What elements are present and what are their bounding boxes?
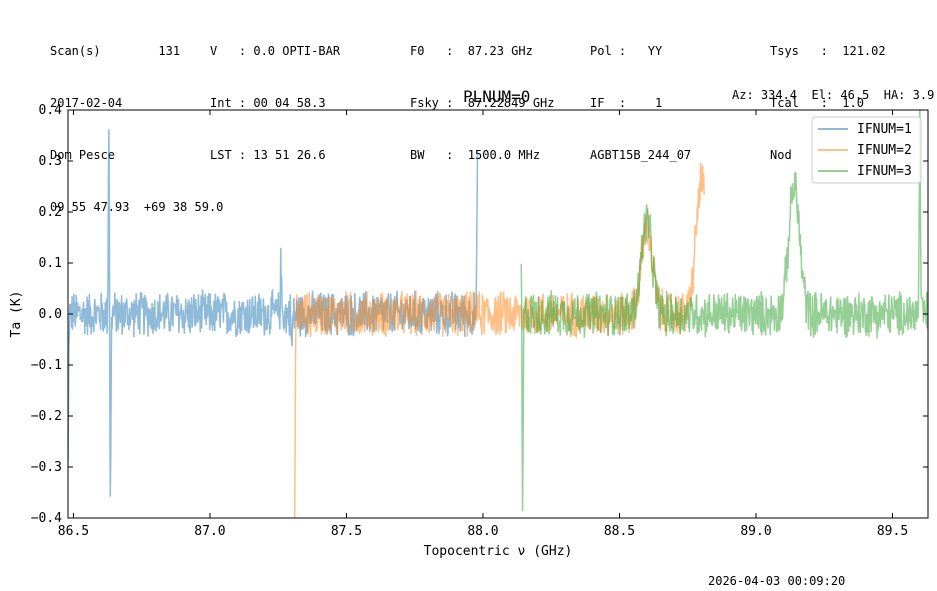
header-procedure: Nod [770,148,792,162]
y-tick-label: 0.1 [39,256,62,271]
header-azel: Az: 334.4 El: 46.5 HA: 3.9 [732,88,935,102]
y-tick-label: 0.4 [39,103,63,118]
plot-series-group [68,110,928,518]
y-tick-label: 0.3 [39,154,62,169]
header-scan: Scan(s) 131 [50,44,181,58]
header-bw: BW : 1500.0 MHz [410,148,541,162]
x-tick-label: 88.0 [467,524,498,539]
header-col2: V : 0.0 OPTI-BAR Int : 00 04 58.3 LST : … [210,16,340,176]
header-velocity: V : 0.0 OPTI-BAR [210,44,341,58]
header-if: IF : 1 [590,96,663,110]
chart-title: PLNUM=0 [463,87,531,106]
legend-label-3: IFNUM=3 [857,164,912,179]
header-fsky: Fsky : 87.22849 GHz [410,96,555,110]
header-project: AGBT15B_244_07 [590,148,692,162]
x-tick-label: 88.5 [604,524,635,539]
x-tick-label: 89.0 [740,524,771,539]
header-col5: Tsys : 121.02 Tcal : 1.0 Nod [770,16,886,176]
header-coords: 09 55 47.93 +69 38 59.0 [50,200,224,214]
x-tick-label: 86.5 [58,524,89,539]
header-integration: Int : 00 04 58.3 [210,96,326,110]
legend-box [811,116,922,184]
header-col3: F0 : 87.23 GHz Fsky : 87.22849 GHz BW : … [410,16,555,176]
header-date: 2017-02-04 [50,96,123,110]
x-tick-label: 89.5 [877,524,908,539]
footer-timestamp: 2026-04-03 00:09:20 [708,574,846,588]
series-line-3 [520,110,928,512]
y-tick-label: 0.2 [39,205,62,220]
series-line-2 [293,162,705,518]
x-tick-label: 87.0 [194,524,225,539]
header-observer: Dom Pesce [50,148,116,162]
header-f0: F0 : 87.23 GHz [410,44,533,58]
y-axis-label: Ta (K) [9,291,24,338]
legend-label-2: IFNUM=2 [857,143,912,158]
header-col1: Scan(s) 131 2017-02-04 Dom Pesce 09 55 4… [50,16,223,228]
x-axis-label: Topocentric ν (GHz) [424,544,573,559]
header-pol: Pol : YY [590,44,663,58]
header-col4: Pol : YY IF : 1 AGBT15B_244_07 [590,16,691,176]
y-tick-label: 0.0 [39,307,62,322]
y-tick-label: −0.2 [31,409,62,424]
legend-label-1: IFNUM=1 [857,122,912,137]
header-tcal: Tcal : 1.0 [770,96,864,110]
y-tick-label: −0.1 [31,358,62,373]
header-tsys: Tsys : 121.02 [770,44,886,58]
y-tick-label: −0.4 [31,511,62,526]
y-tick-label: −0.3 [31,460,62,475]
x-tick-label: 87.5 [331,524,362,539]
header-lst: LST : 13 51 26.6 [210,148,326,162]
series-line-1 [68,129,479,497]
